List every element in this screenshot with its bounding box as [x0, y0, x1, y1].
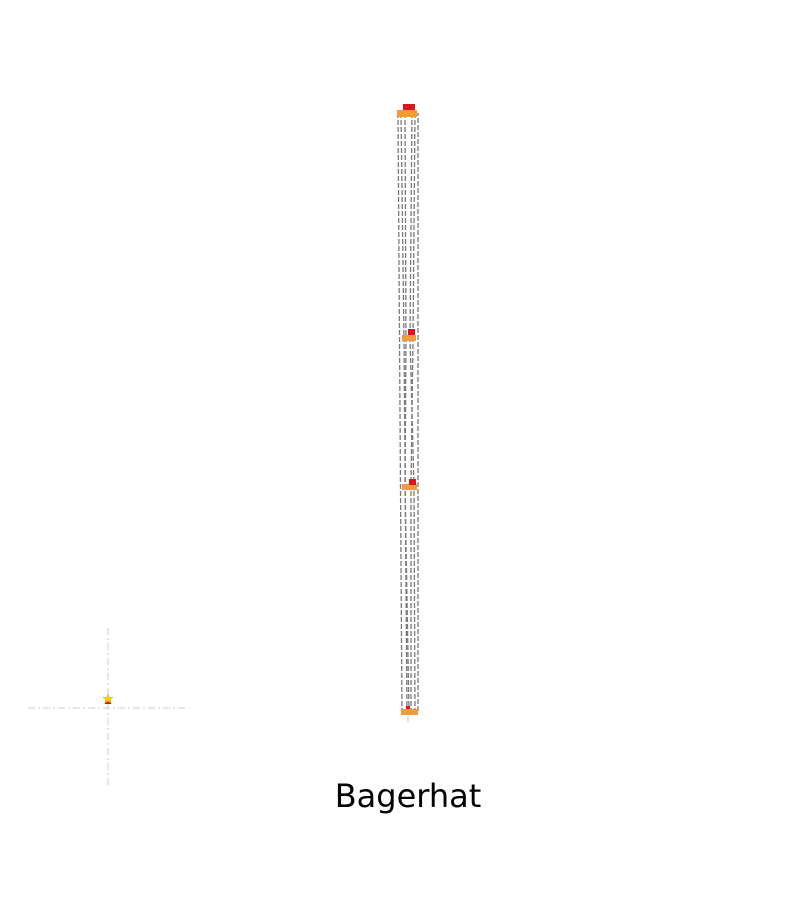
flag-icon [403, 104, 410, 110]
route-lines [397, 112, 419, 713]
flag-icon [408, 329, 415, 335]
crosshair [28, 628, 188, 788]
node-top [397, 104, 417, 117]
origin-marker [102, 693, 114, 704]
route-loop-extra [409, 112, 416, 713]
route-loop-inner-right [410, 112, 416, 712]
node-base [402, 335, 416, 341]
node-upper-middle [402, 329, 416, 341]
node-bottom [401, 706, 418, 715]
node-base [402, 484, 417, 490]
star-icon [102, 693, 114, 704]
flag-icon [409, 479, 416, 485]
route-loop-middle [404, 112, 410, 713]
flag-icon [406, 706, 410, 709]
route-loop-inner-left [400, 112, 408, 713]
node-lower-middle [402, 479, 417, 490]
origin-marker-base [105, 700, 111, 704]
flag-icon [410, 104, 415, 110]
node-base [397, 110, 417, 117]
map-title: Bagerhat [334, 777, 482, 815]
node-base [401, 709, 418, 715]
route-loop-outer [397, 112, 419, 713]
